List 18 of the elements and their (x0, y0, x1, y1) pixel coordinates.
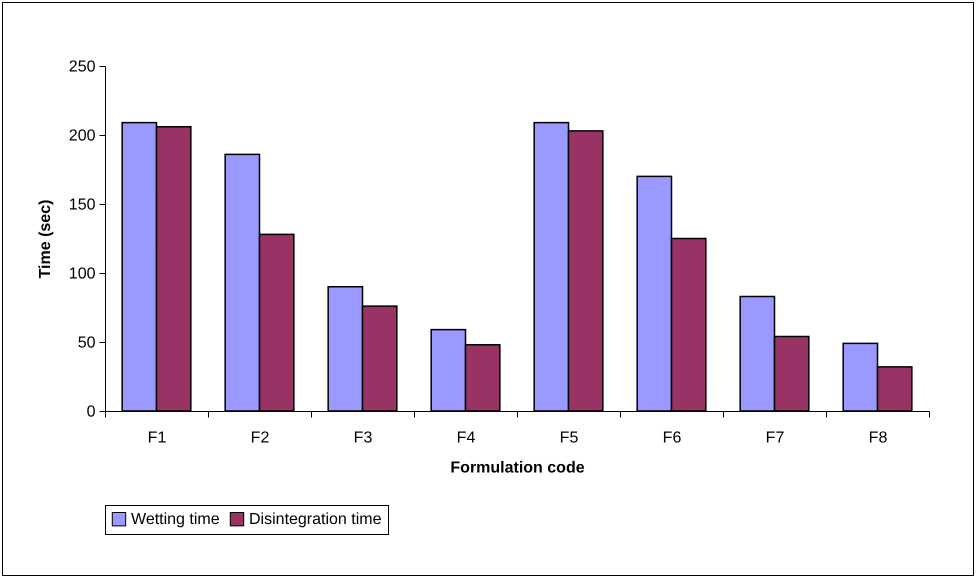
x-tick-label: F7 (766, 430, 784, 446)
x-tick-label: F3 (354, 430, 372, 446)
legend-label: Disintegration time (249, 511, 382, 528)
x-tick-label: F8 (868, 430, 888, 446)
y-tick-label: 150 (68, 196, 96, 214)
y-tick-label: 50 (78, 334, 96, 352)
y-axis-title: Time (sec) (36, 200, 54, 278)
legend-label: Wetting time (131, 511, 220, 528)
y-tick-label: 250 (68, 58, 96, 76)
y-tick-label: 100 (68, 266, 96, 282)
y-tick-label: 0 (86, 404, 96, 420)
x-tick-label: F6 (662, 430, 682, 446)
x-tick-label: F4 (456, 430, 476, 446)
y-tick-label: 200 (68, 128, 96, 144)
x-tick-label: F2 (250, 430, 270, 446)
x-axis-title: Formulation code (450, 460, 585, 476)
x-tick-label: F1 (148, 430, 166, 446)
x-tick-label: F5 (560, 430, 578, 446)
